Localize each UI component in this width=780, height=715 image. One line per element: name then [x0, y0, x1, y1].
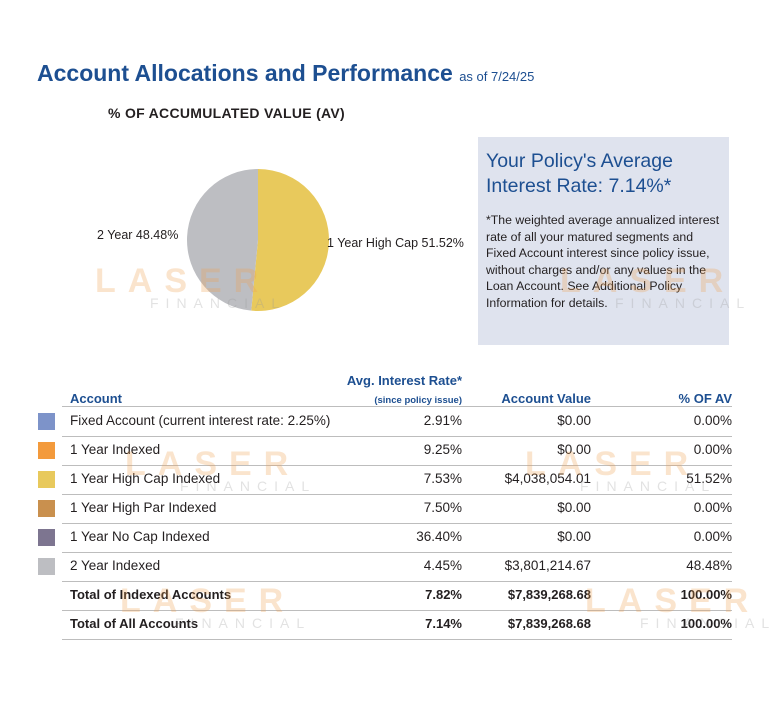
- cell-pct: 0.00%: [693, 529, 732, 544]
- cell-value: $0.00: [557, 413, 591, 428]
- cell-rate: 7.82%: [425, 587, 462, 602]
- cell-rate: 36.40%: [416, 529, 462, 544]
- cell-value: $3,801,214.67: [504, 558, 591, 573]
- cell-pct: 100.00%: [680, 616, 732, 631]
- allocation-pie-chart: [186, 169, 329, 311]
- cell-account: Total of Indexed Accounts: [70, 587, 232, 602]
- table-row: 1 Year High Par Indexed 7.50% $0.00 0.00%: [62, 494, 732, 524]
- legend-swatch: [38, 500, 55, 517]
- chart-subtitle: % OF ACCUMULATED VALUE (AV): [108, 105, 346, 121]
- legend-swatch: [38, 558, 55, 575]
- account-header: Account: [70, 391, 122, 406]
- cell-value: $0.00: [557, 500, 591, 515]
- rate-header: Avg. Interest Rate*: [346, 373, 462, 388]
- table-row: Fixed Account (current interest rate: 2.…: [62, 407, 732, 437]
- table-row: 2 Year Indexed 4.45% $3,801,214.67 48.48%: [62, 552, 732, 582]
- header-divider: [62, 406, 732, 407]
- as-of-date: as of 7/24/25: [459, 69, 535, 84]
- pie-label-2-year: 2 Year 48.48%: [97, 228, 179, 242]
- cell-rate: 7.53%: [423, 471, 462, 486]
- cell-pct: 100.00%: [680, 587, 732, 602]
- value-header: Account Value: [501, 391, 591, 406]
- total-row: Total of All Accounts 7.14% $7,839,268.68 1…: [62, 610, 732, 640]
- average-rate-heading: Your Policy's Average Interest Rate: 7.1…: [486, 150, 673, 197]
- legend-swatch: [38, 442, 55, 459]
- cell-rate: 4.45%: [423, 558, 462, 573]
- table-row: 1 Year Indexed 9.25% $0.00 0.00%: [62, 436, 732, 466]
- cell-value: $0.00: [557, 442, 591, 457]
- cell-pct: 0.00%: [693, 413, 732, 428]
- cell-rate: 9.25%: [423, 442, 462, 457]
- cell-account: 2 Year Indexed: [70, 558, 161, 573]
- cell-pct: 48.48%: [686, 558, 732, 573]
- rate-subheader: (since policy issue): [374, 395, 462, 406]
- legend-swatch: [38, 413, 55, 430]
- page-title: Account Allocations and Performance as o…: [37, 60, 534, 87]
- pie-label-1-year-high-cap: 1 Year High Cap 51.52%: [327, 236, 464, 250]
- pie-slice-2-year: [186, 169, 258, 311]
- legend-swatch: [38, 529, 55, 546]
- cell-pct: 51.52%: [686, 471, 732, 486]
- table-row: 1 Year No Cap Indexed 36.40% $0.00 0.00%: [62, 523, 732, 553]
- cell-value: $7,839,268.68: [507, 587, 591, 602]
- cell-account: Fixed Account (current interest rate: 2.…: [70, 413, 331, 428]
- cell-account: 1 Year No Cap Indexed: [70, 529, 210, 544]
- pie-slice-1-year-high-cap: [251, 169, 329, 311]
- cell-account: Total of All Accounts: [70, 616, 199, 631]
- cell-value: $4,038,054.01: [504, 471, 591, 486]
- cell-account: 1 Year Indexed: [70, 442, 161, 457]
- cell-rate: 7.50%: [423, 500, 462, 515]
- cell-rate: 7.14%: [425, 616, 462, 631]
- average-rate-footnote: *The weighted average annualized interes…: [486, 213, 720, 310]
- cell-account: 1 Year High Par Indexed: [70, 500, 217, 515]
- cell-pct: 0.00%: [693, 442, 732, 457]
- cell-value: $0.00: [557, 529, 591, 544]
- pct-header: % OF AV: [678, 391, 732, 406]
- total-row: Total of Indexed Accounts 7.82% $7,839,268…: [62, 581, 732, 611]
- cell-value: $7,839,268.68: [507, 616, 591, 631]
- cell-pct: 0.00%: [693, 500, 732, 515]
- cell-account: 1 Year High Cap Indexed: [70, 471, 221, 486]
- title-text: Account Allocations and Performance: [37, 60, 453, 86]
- table-row: 1 Year High Cap Indexed 7.53% $4,038,054.0…: [62, 465, 732, 495]
- legend-swatch: [38, 471, 55, 488]
- average-rate-info-box: Your Policy's Average Interest Rate: 7.1…: [478, 137, 729, 345]
- cell-rate: 2.91%: [423, 413, 462, 428]
